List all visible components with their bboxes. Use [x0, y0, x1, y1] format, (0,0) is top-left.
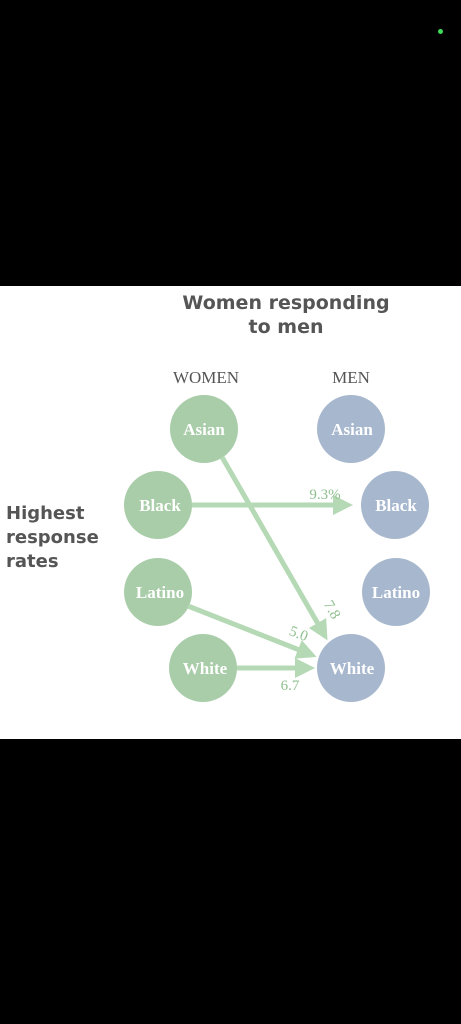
status-indicator-dot [438, 29, 443, 34]
diagram-title-line-1: Women responding [182, 292, 389, 314]
women-label-asian: Asian [183, 420, 225, 439]
men-node-asian [317, 395, 385, 463]
column-header-women: WOMEN [173, 368, 239, 387]
side-label-line-1: Highest [6, 503, 85, 524]
value-label-latino-white: 5.0 [287, 623, 310, 645]
women-node-white [169, 634, 237, 702]
value-label-white-white: 6.7 [281, 678, 300, 694]
men-node-latino [362, 558, 430, 626]
women-node-asian [170, 395, 238, 463]
men-label-asian: Asian [331, 420, 373, 439]
flow-diagram: Women responding to men Highest response… [6, 292, 430, 702]
arrow-latino-to-white [187, 603, 317, 659]
women-label-latino: Latino [136, 583, 184, 602]
column-header-men: MEN [332, 368, 370, 387]
side-label-line-3: rates [6, 551, 59, 572]
men-node-white [317, 634, 385, 702]
arrow-asian-to-white [219, 455, 328, 641]
women-label-white: White [183, 659, 228, 678]
diagram-title-line-2: to men [249, 316, 324, 338]
side-label-line-2: response [6, 527, 99, 548]
men-label-latino: Latino [372, 583, 420, 602]
women-node-latino [124, 558, 192, 626]
men-label-white: White [330, 659, 375, 678]
men-node-black [361, 471, 429, 539]
chart-panel: Women responding to men Highest response… [0, 286, 461, 739]
women-label-black: Black [139, 496, 181, 515]
women-node-black [124, 471, 192, 539]
men-label-black: Black [375, 496, 417, 515]
value-label-asian-white: 7.8 [320, 598, 343, 622]
value-label-black-black: 9.3% [309, 487, 340, 503]
